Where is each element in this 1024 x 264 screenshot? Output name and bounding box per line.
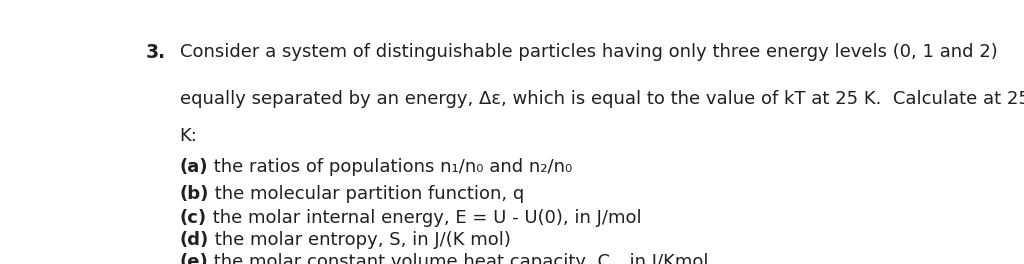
Text: Consider a system of distinguishable particles having only three energy levels (: Consider a system of distinguishable par… xyxy=(179,43,997,61)
Text: v: v xyxy=(610,261,618,264)
Text: (e): (e) xyxy=(179,253,208,264)
Text: the molar entropy, S, in J/(K mol): the molar entropy, S, in J/(K mol) xyxy=(209,231,511,249)
Text: the ratios of populations n₁/n₀ and n₂/n₀: the ratios of populations n₁/n₀ and n₂/n… xyxy=(208,158,572,176)
Text: (b): (b) xyxy=(179,185,209,203)
Text: (a): (a) xyxy=(179,158,208,176)
Text: 3.: 3. xyxy=(145,43,166,62)
Text: the molecular partition function, q: the molecular partition function, q xyxy=(209,185,524,203)
Text: K:: K: xyxy=(179,127,198,145)
Text: equally separated by an energy, Δε, which is equal to the value of kT at 25 K.  : equally separated by an energy, Δε, whic… xyxy=(179,89,1024,108)
Text: (c): (c) xyxy=(179,209,207,227)
Text: the molar internal energy, E = U - U(0), in J/mol: the molar internal energy, E = U - U(0),… xyxy=(207,209,641,227)
Text: (d): (d) xyxy=(179,231,209,249)
Text: the molar constant volume heat capacity, C: the molar constant volume heat capacity,… xyxy=(208,253,610,264)
Text: , in J/Kmol: , in J/Kmol xyxy=(618,253,709,264)
